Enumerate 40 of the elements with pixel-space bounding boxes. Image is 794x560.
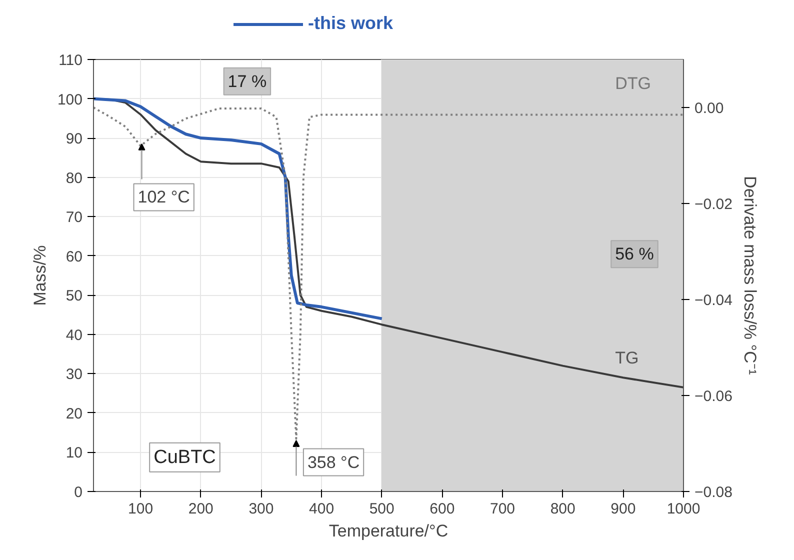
y-tick-label: 60	[66, 248, 83, 266]
y2-axis-title: Derivate mass loss/% °C⁻¹	[740, 176, 760, 376]
annotation: 17 %	[228, 72, 267, 91]
y2-tick-label: −0.04	[694, 292, 732, 309]
x-tick-label: 400	[309, 500, 334, 518]
annotation: DTG	[615, 74, 651, 93]
x-tick-label: 600	[430, 500, 455, 518]
line-series	[94, 106, 684, 440]
y-tick-label: 10	[66, 444, 83, 462]
legend-label: -this work	[308, 13, 394, 34]
annotation: 102 °C	[138, 188, 190, 207]
x-tick-label: 900	[610, 500, 636, 518]
y-tick-label: 110	[58, 52, 83, 69]
y-tick-label: 50	[66, 288, 83, 305]
y2-tick-label: −0.02	[694, 196, 732, 213]
x-tick-label: 200	[188, 500, 214, 518]
x-tick-label: 300	[248, 500, 274, 518]
y-tick-label: 0	[74, 484, 82, 501]
x-tick-label: 800	[550, 500, 576, 518]
x-tick-label: 100	[128, 500, 154, 518]
y-axis-title: Mass/%	[30, 245, 50, 306]
x-tick-label: 1000	[666, 500, 700, 518]
annotation: CuBTC	[154, 446, 216, 468]
x-tick-label: 500	[369, 500, 394, 518]
y2-tick-label: −0.08	[694, 484, 732, 501]
y-tick-label: 70	[66, 209, 83, 226]
y-tick-label: 90	[66, 130, 83, 148]
y-tick-label: 40	[66, 326, 83, 344]
annotation: 358 °C	[307, 452, 360, 472]
y-tick-label: 20	[66, 405, 83, 422]
y-tick-label: 80	[66, 170, 83, 187]
y2-tick-label: −0.06	[694, 388, 732, 405]
y-tick-label: 100	[57, 91, 83, 108]
x-axis-title: Temperature/°C	[328, 522, 448, 540]
annotation: TG	[615, 348, 639, 368]
x-tick-label: 700	[490, 500, 516, 518]
annotation: 56 %	[615, 244, 654, 264]
y-tick-label: 30	[66, 366, 83, 384]
y2-tick-label: 0.00	[694, 100, 724, 117]
line-series	[94, 97, 384, 320]
